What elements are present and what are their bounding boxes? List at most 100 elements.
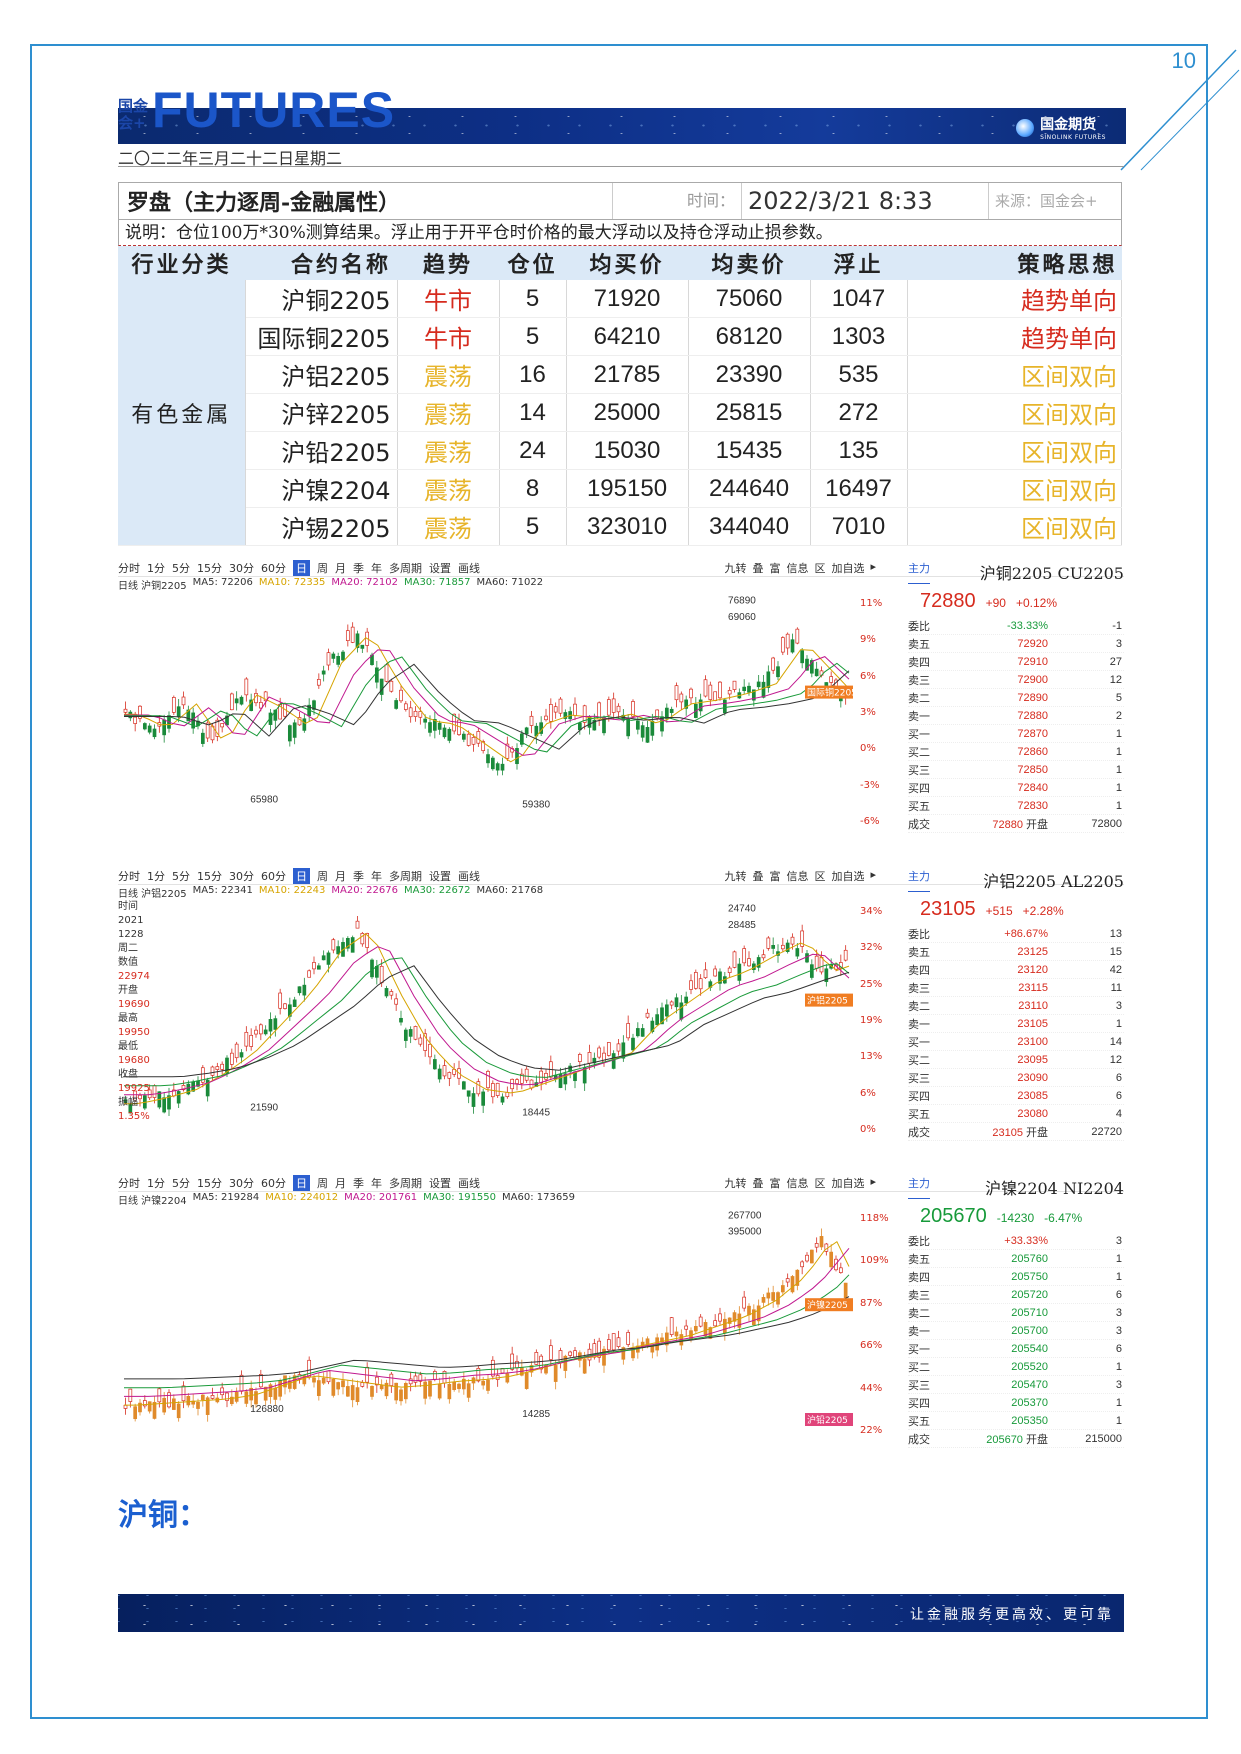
period-tab[interactable]: 年	[371, 562, 382, 575]
trade-price: 72880	[992, 818, 1023, 831]
toolbar-action[interactable]: 富	[769, 1177, 781, 1190]
period-tab[interactable]: 周	[317, 870, 328, 883]
candle	[394, 1382, 399, 1401]
toolbar-action[interactable]: 叠	[752, 870, 764, 883]
period-tab[interactable]: 季	[353, 870, 364, 883]
period-tab[interactable]: 5分	[172, 1177, 190, 1190]
ma-item: MA30: 191550	[423, 1192, 496, 1206]
toolbar-action[interactable]: 区	[814, 1177, 826, 1190]
period-tab[interactable]: 30分	[229, 1177, 254, 1190]
book-level: 买二	[908, 746, 930, 759]
book-price: 23095	[1017, 1053, 1048, 1066]
toolbar-action[interactable]: 区	[814, 870, 826, 883]
toolbar-action[interactable]: 九转	[724, 1177, 747, 1190]
toolbar-action[interactable]: 区	[814, 562, 826, 575]
period-tab[interactable]: 月	[335, 1177, 346, 1190]
period-tab[interactable]: 多周期	[389, 870, 422, 883]
candle	[548, 704, 553, 722]
strategy-cell: 区间双向	[907, 393, 1122, 432]
period-tab[interactable]: 月	[335, 562, 346, 575]
period-tab[interactable]: 1分	[147, 870, 165, 883]
book-level: 卖四	[908, 1271, 930, 1284]
period-tab[interactable]: 5分	[172, 870, 190, 883]
toolbar-action[interactable]: 信息	[786, 562, 809, 575]
period-tab[interactable]: 周	[317, 1177, 328, 1190]
period-tab[interactable]: 季	[353, 562, 364, 575]
toolbar-action[interactable]: 信息	[786, 870, 809, 883]
pct-tick: 0%	[860, 1124, 876, 1135]
toolbar-action[interactable]: 叠	[752, 562, 764, 575]
info-item: 19680	[118, 1055, 150, 1066]
period-tab[interactable]: 1分	[147, 1177, 165, 1190]
ma-item: MA60: 71022	[477, 577, 544, 591]
period-tab[interactable]: 分时	[118, 870, 140, 883]
period-tab[interactable]: 设置	[429, 870, 451, 883]
toolbar-action[interactable]: 加自选	[831, 870, 865, 883]
more-icon[interactable]: ▸	[870, 1175, 876, 1188]
period-tab[interactable]: 年	[371, 1177, 382, 1190]
candle	[428, 722, 432, 733]
toolbar-action[interactable]: 信息	[786, 1177, 809, 1190]
period-tab[interactable]: 月	[335, 870, 346, 883]
pct-tick: 6%	[860, 670, 876, 682]
info-item: 19925	[118, 1083, 150, 1094]
toolbar-action[interactable]: 九转	[724, 562, 747, 575]
period-tab[interactable]: 5分	[172, 562, 190, 575]
price-change: +515	[985, 904, 1013, 918]
period-tab[interactable]: 30分	[229, 870, 254, 883]
candle	[761, 954, 766, 959]
toolbar-action[interactable]: 加自选	[831, 1177, 865, 1190]
period-tab[interactable]: 日	[293, 1175, 310, 1191]
float-stop-cell: 535	[810, 355, 908, 394]
book-level: 卖一	[908, 710, 930, 723]
candle	[418, 1037, 423, 1045]
book-price: 205720	[1011, 1288, 1048, 1301]
pct-tick: 87%	[860, 1297, 883, 1309]
book-volume: 12	[1109, 673, 1122, 686]
period-tab[interactable]: 分时	[118, 1177, 140, 1190]
period-tab[interactable]: 设置	[429, 562, 451, 575]
toolbar-action[interactable]: 富	[769, 870, 781, 883]
period-tab[interactable]: 分时	[118, 562, 140, 575]
period-tab[interactable]: 30分	[229, 562, 254, 575]
more-icon[interactable]: ▸	[870, 868, 876, 881]
period-tab[interactable]: 60分	[261, 870, 286, 883]
period-tab[interactable]: 15分	[197, 870, 222, 883]
strategy-cell: 区间双向	[907, 431, 1122, 470]
toolbar-action[interactable]: 加自选	[831, 562, 865, 575]
book-price: 23110	[1018, 999, 1048, 1012]
candle	[626, 1023, 631, 1039]
period-tab[interactable]: 季	[353, 1177, 364, 1190]
period-tab[interactable]: 周	[317, 562, 328, 575]
period-tab[interactable]: 日	[293, 868, 310, 884]
period-tab[interactable]: 画线	[458, 1177, 480, 1190]
candle	[809, 660, 814, 674]
period-tab[interactable]: 60分	[261, 1177, 286, 1190]
candle	[500, 763, 505, 771]
period-tab[interactable]: 年	[371, 870, 382, 883]
period-tab[interactable]: 画线	[458, 870, 480, 883]
period-tab[interactable]: 1分	[147, 562, 165, 575]
candle	[234, 698, 239, 704]
period-tab[interactable]: 日	[293, 560, 310, 576]
candle	[582, 1067, 587, 1084]
period-tab[interactable]: 设置	[429, 1177, 451, 1190]
candle	[331, 939, 336, 951]
period-tab[interactable]: 多周期	[389, 1177, 422, 1190]
period-tab[interactable]: 多周期	[389, 562, 422, 575]
book-volume: 2	[1115, 709, 1122, 722]
toolbar-action[interactable]: 叠	[752, 1177, 764, 1190]
toolbar-action[interactable]: 九转	[724, 870, 747, 883]
period-tab[interactable]: 15分	[197, 562, 222, 575]
period-tab[interactable]: 60分	[261, 562, 286, 575]
toolbar-action[interactable]: 富	[769, 562, 781, 575]
more-icon[interactable]: ▸	[870, 560, 876, 573]
period-tab[interactable]: 画线	[458, 562, 480, 575]
order-ratio-value: 3	[1115, 1234, 1122, 1247]
period-tab[interactable]: 15分	[197, 1177, 222, 1190]
price-annotation: 21590	[250, 1103, 278, 1114]
candle	[737, 1313, 742, 1328]
candle	[432, 1059, 437, 1070]
candle	[684, 1325, 689, 1330]
column-header: 趋势	[397, 246, 499, 280]
